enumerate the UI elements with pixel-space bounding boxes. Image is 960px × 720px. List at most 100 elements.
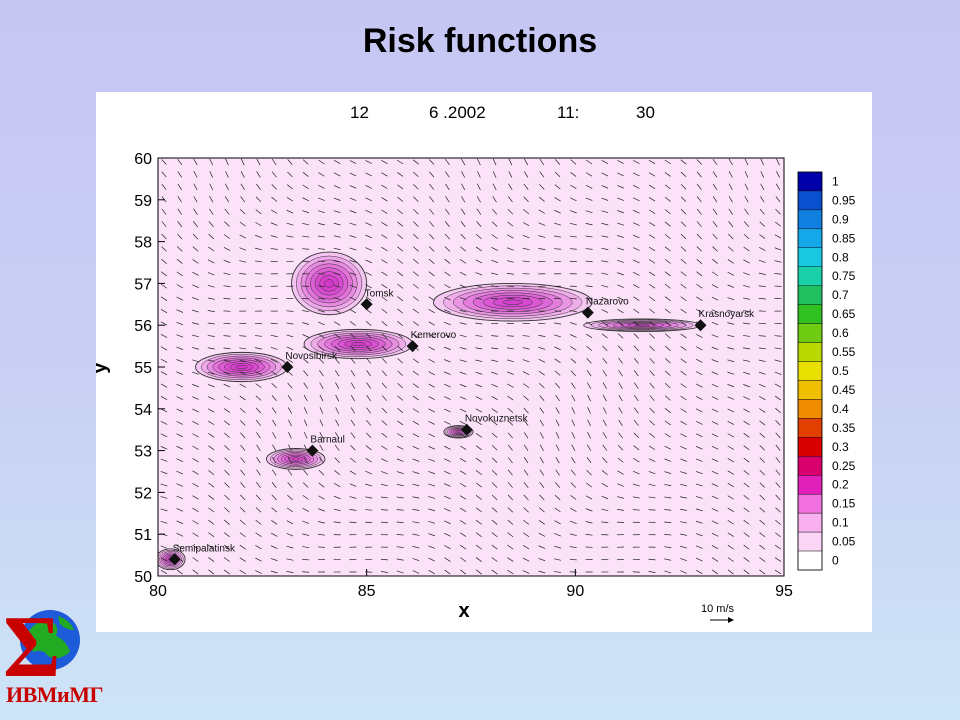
wind-vector [444,483,451,487]
header-day: 12 [350,103,369,122]
wind-vector [618,407,623,414]
wind-vector [192,284,199,288]
wind-vector [272,456,277,464]
wind-vector [649,308,656,314]
wind-vector [443,334,451,338]
wind-vector [160,508,168,512]
wind-vector [759,234,766,239]
wind-vector [270,235,278,238]
wind-vector [569,520,577,524]
y-axis-label: y [96,362,111,374]
wind-vector [775,482,781,488]
wind-vector [618,419,623,427]
wind-vector [696,208,702,215]
wind-vector [444,545,451,550]
wind-vector [711,483,719,487]
wind-vector [335,419,340,427]
wind-vector [696,358,703,363]
wind-vector [711,334,719,338]
wind-vector [349,457,356,463]
wind-vector [176,396,184,400]
wind-vector [445,158,450,166]
wind-vector [176,258,183,264]
wind-vector [491,259,499,263]
wind-vector [727,507,734,512]
wind-vector [743,470,750,476]
wind-vector [680,383,687,388]
wind-vector [633,370,639,377]
wind-vector [318,197,325,201]
wind-vector [350,333,356,339]
wind-vector [271,184,277,190]
wind-vector [617,345,624,352]
wind-vector [695,557,703,562]
wind-vector [601,321,608,326]
wind-vector [585,248,593,250]
wind-reference-label: 10 m/s [701,603,735,615]
wind-vector [302,222,310,226]
wind-vector [554,197,561,202]
wind-vector [695,458,703,462]
wind-vector [366,357,372,364]
wind-vector [239,532,246,538]
colorbar-swatch [797,266,823,286]
wind-vector [412,458,420,462]
wind-vector [381,382,387,389]
wind-vector [366,420,372,426]
wind-vector [743,384,750,388]
wind-vector [270,322,278,325]
wind-vector [225,158,229,166]
wind-vector [160,358,168,363]
wind-vector [335,382,340,389]
wind-vector [286,545,294,549]
wind-vector [664,234,671,239]
wind-vector [350,407,356,414]
wind-vector [475,371,483,375]
wind-vector [365,160,372,164]
wind-vector [365,496,373,499]
wind-vector [192,246,199,252]
wind-vector [412,545,420,549]
wind-vector [270,545,278,549]
wind-vector [240,444,246,451]
wind-vector [587,407,591,414]
wind-vector [696,271,703,277]
wind-vector [585,297,593,300]
wind-vector [475,482,482,488]
colorbar-label: 0.3 [832,440,849,454]
wind-vector [760,183,765,191]
wind-vector [397,333,404,339]
wind-vector [160,383,168,388]
wind-vector [680,159,687,165]
wind-vector [696,346,703,351]
wind-vector [397,395,404,401]
wind-vector [365,320,372,327]
wind-vector [680,221,687,227]
wind-vector [380,483,388,487]
wind-vector [303,444,308,452]
wind-vector [272,444,277,451]
wind-vector [491,347,499,350]
wind-vector [286,520,294,525]
city-label: Tomsk [365,288,395,299]
wind-vector [176,545,183,550]
wind-vector [350,444,356,451]
wind-vector [475,347,483,350]
wind-vector [476,233,482,240]
wind-vector [317,533,325,536]
wind-vector [256,457,261,464]
wind-vector [444,421,451,425]
contour-ellipse [612,321,672,329]
wind-vector [319,407,324,414]
wind-vector [413,221,419,227]
wind-vector [271,370,278,376]
wind-vector [397,221,404,227]
wind-vector [664,433,671,438]
wind-vector [680,233,687,240]
wind-vector [680,333,687,339]
wind-vector [365,445,372,451]
wind-vector [318,345,325,351]
wind-vector [602,419,607,427]
wind-vector [303,419,308,427]
wind-vector [397,172,404,177]
